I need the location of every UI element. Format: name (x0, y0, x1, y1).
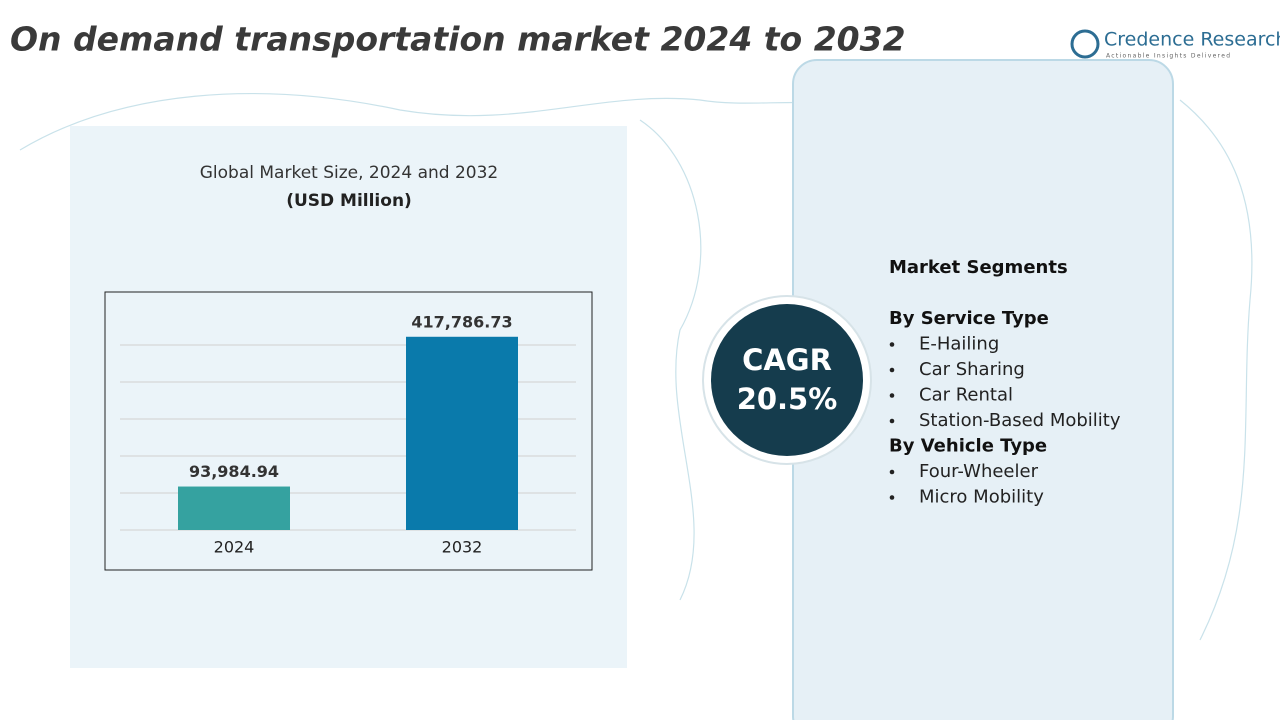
value-label: 93,984.94 (189, 462, 279, 481)
bullet (889, 393, 895, 398)
segments-heading: Market Segments (889, 257, 1068, 278)
chart-subtitle: (USD Million) (286, 191, 412, 211)
segment-item: E-Hailing (919, 334, 999, 355)
bullet (889, 469, 895, 475)
bullet (889, 418, 895, 424)
bar (406, 336, 518, 530)
cagr-circle (711, 304, 863, 456)
bullet (889, 342, 895, 347)
chart-panel (70, 126, 627, 668)
chart-frame (104, 291, 593, 571)
logo-name: Credence Research (1104, 29, 1280, 51)
map-line (19, 93, 901, 151)
segment-item: Four-Wheeler (919, 461, 1039, 482)
plot: 93,984.94 2024 417,786.73 2032 (120, 312, 576, 557)
logo: Credence Research Actionable Insights De… (1070, 29, 1280, 60)
segment-group-title: By Service Type (889, 308, 1049, 329)
value-label: 417,786.73 (411, 312, 512, 331)
bar (178, 486, 290, 530)
map-background (19, 93, 1253, 641)
x-tick-label: 2024 (214, 538, 255, 557)
cagr-label: CAGR (742, 343, 832, 377)
segment-item: Micro Mobility (919, 487, 1044, 508)
segment-group-title: By Vehicle Type (889, 436, 1047, 457)
chart-title: Global Market Size, 2024 and 2032 (200, 163, 499, 183)
bullet (889, 495, 895, 500)
segments: Market Segments By Service Type E-Hailing C… (889, 257, 1121, 508)
x-tick-label: 2032 (442, 538, 483, 557)
logo-tagline: Actionable Insights Delivered (1106, 53, 1231, 60)
segment-item: Station-Based Mobility (919, 410, 1121, 431)
map-line (639, 119, 702, 601)
cagr-value: 20.5% (737, 382, 838, 416)
page-title: On demand transportation market 2024 to … (10, 20, 906, 59)
segment-item: Car Rental (919, 385, 1013, 406)
bullet (889, 367, 895, 373)
logo-icon (1070, 29, 1100, 59)
segment-item: Car Sharing (919, 359, 1025, 380)
map-line (1179, 99, 1253, 641)
